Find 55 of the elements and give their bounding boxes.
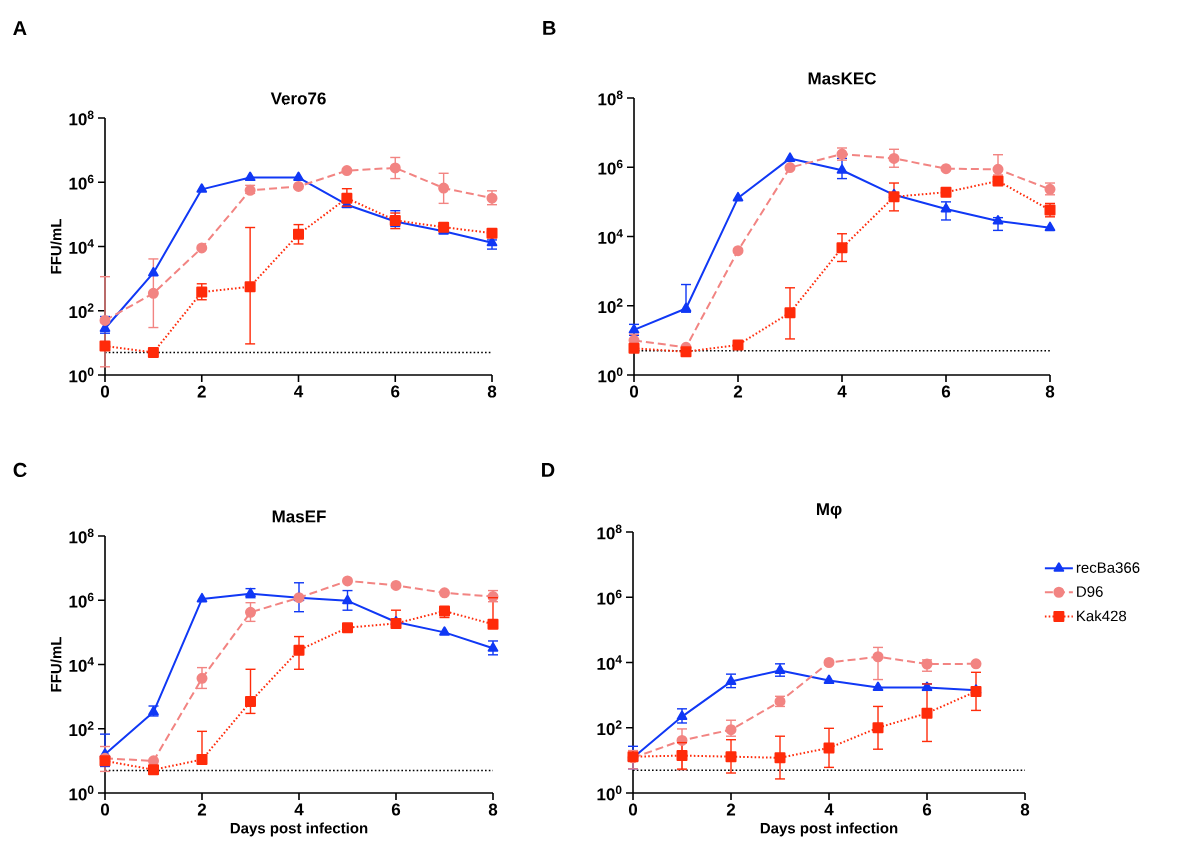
legend-label: Kak428 bbox=[1077, 610, 1127, 622]
x-tick-label: 2 bbox=[733, 385, 743, 398]
y-tick-label: 10$^{2}$ bbox=[69, 721, 94, 737]
y-tick-label: 10$^{2}$ bbox=[598, 298, 623, 314]
legend-label: recBa366 bbox=[1076, 562, 1140, 573]
y-tick-label: 10$^{0}$ bbox=[598, 367, 623, 383]
y-tick-label: 10$^{6}$ bbox=[69, 592, 94, 608]
x-tick-label: 6 bbox=[391, 385, 400, 398]
y-tick-label: 10$^{4}$ bbox=[69, 239, 94, 254]
y-tick-label: 10$^{4}$ bbox=[597, 655, 622, 670]
y-tick-label: 10$^{4}$ bbox=[598, 229, 623, 244]
x-tick-label: 2 bbox=[726, 803, 736, 816]
x-tick-label: 4 bbox=[294, 385, 304, 398]
y-tick-label: 10$^{0}$ bbox=[69, 367, 94, 383]
y-tick-label: 10$^{8}$ bbox=[597, 524, 622, 540]
x-tick-label: 4 bbox=[837, 385, 847, 398]
text: D bbox=[542, 463, 555, 477]
x-tick-label: 8 bbox=[488, 803, 498, 816]
y-tick-label: 10$^{0}$ bbox=[597, 785, 622, 801]
y-tick-label: 10$^{6}$ bbox=[69, 174, 94, 190]
x-tick-label: 6 bbox=[391, 803, 401, 816]
y-axis-title: FFU/mL bbox=[50, 219, 62, 274]
chart-title: Vero76 bbox=[270, 92, 326, 105]
y-tick-label: 10$^{8}$ bbox=[69, 528, 94, 544]
legend-label: D96 bbox=[1077, 586, 1103, 597]
x-tick-label: 8 bbox=[1020, 803, 1030, 816]
text: B bbox=[543, 21, 556, 35]
x-tick-label: 8 bbox=[1045, 385, 1055, 398]
x-tick-label: 2 bbox=[197, 385, 206, 398]
x-tick-label: 6 bbox=[941, 385, 951, 398]
x-tick-label: 0 bbox=[100, 385, 110, 398]
y-tick-label: 10$^{4}$ bbox=[69, 657, 94, 672]
y-tick-label: 10$^{6}$ bbox=[597, 589, 622, 605]
y-tick-label: 10$^{6}$ bbox=[598, 159, 623, 175]
y-tick-label: 10$^{8}$ bbox=[69, 110, 94, 126]
y-tick-label: 10$^{8}$ bbox=[598, 90, 623, 106]
chart-title: MasKEC bbox=[808, 72, 877, 85]
x-tick-label: 2 bbox=[197, 803, 207, 816]
y-tick-label: 10$^{2}$ bbox=[69, 303, 94, 319]
x-axis-title: Days post infection bbox=[760, 822, 898, 837]
text: A bbox=[13, 21, 27, 35]
y-tick-label: 10$^{0}$ bbox=[69, 785, 94, 801]
x-tick-label: 8 bbox=[487, 385, 497, 398]
x-tick-label: 0 bbox=[629, 385, 639, 398]
x-tick-label: 6 bbox=[922, 803, 932, 816]
chart-title: MasEF bbox=[272, 510, 326, 523]
x-tick-label: 0 bbox=[628, 803, 638, 816]
x-tick-label: 4 bbox=[824, 803, 834, 816]
y-tick-label: 10$^{2}$ bbox=[597, 720, 622, 736]
x-axis-title: Days post infection bbox=[230, 822, 368, 837]
text: C bbox=[13, 462, 27, 478]
chart-title: Mφ bbox=[816, 503, 842, 519]
y-axis-title: FFU/mL bbox=[50, 637, 62, 692]
x-tick-label: 0 bbox=[100, 803, 110, 816]
x-tick-label: 4 bbox=[294, 803, 304, 816]
